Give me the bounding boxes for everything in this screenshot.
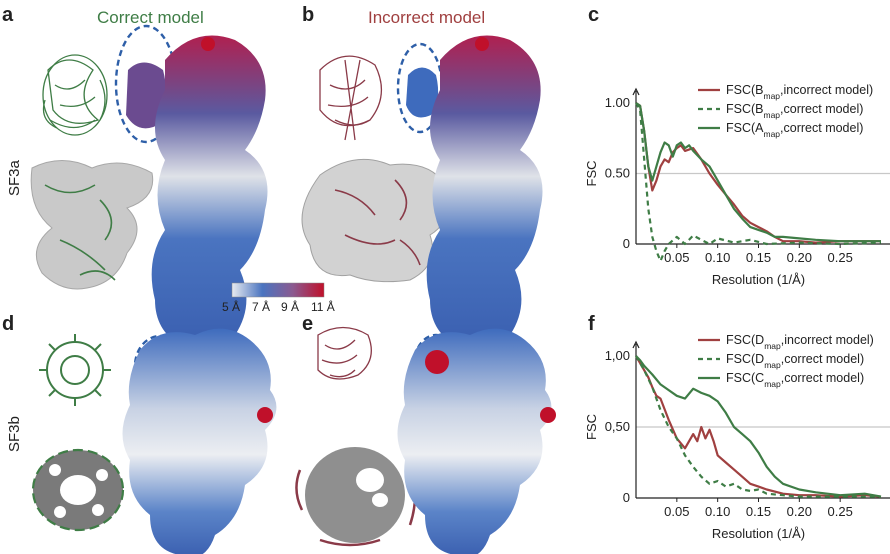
density-slice-e xyxy=(295,447,417,547)
panel-letter-f: f xyxy=(588,313,595,335)
fsc-series-line-2 xyxy=(635,102,881,243)
fsc-series-line-1 xyxy=(635,102,882,262)
density-slice-d xyxy=(31,448,125,532)
x-tick-label: 0.10 xyxy=(705,504,730,519)
x-tick-label: 0.25 xyxy=(828,250,853,265)
panel-title-correct-model: Correct model xyxy=(97,8,204,27)
x-axis-label: Resolution (1/Å) xyxy=(712,526,805,541)
fsc-chart-c: 0 0.50 1.00 0.05 0.10 0.15 0.20 0.25 FSC Resoluti… xyxy=(584,83,890,287)
panel-title-incorrect-model: Incorrect model xyxy=(368,8,486,27)
cryo-em-map-b xyxy=(406,35,543,349)
fsc-series-line-0 xyxy=(635,102,881,244)
legend-label-2: FSC(Amap,correct model) xyxy=(726,121,863,139)
colorbar-label-5: 5 Å xyxy=(222,300,241,314)
panel-letter-d: d xyxy=(2,313,15,335)
x-axis-label: Resolution (1/Å) xyxy=(712,272,805,287)
ribbon-model-d xyxy=(39,334,111,406)
y-tick-label: 1.00 xyxy=(605,95,630,110)
legend-label-1: FSC(Dmap,correct model) xyxy=(726,352,864,370)
panel-letter-b: b xyxy=(302,4,315,26)
density-slice-b-trace xyxy=(334,179,421,266)
x-tick-label: 0.15 xyxy=(746,504,771,519)
y-axis-arrow xyxy=(632,340,640,349)
ribbon-model-e xyxy=(317,326,372,380)
y-axis-label: FSC xyxy=(584,414,599,440)
x-tick-label: 0.25 xyxy=(828,504,853,519)
panel-letter-c: c xyxy=(588,4,600,26)
density-slice-b xyxy=(301,158,449,283)
y-tick-label: 0 xyxy=(623,490,630,505)
legend-label-1: FSC(Bmap,correct model) xyxy=(726,102,863,120)
cryo-em-map-e xyxy=(397,328,556,554)
panel-letter-e: e xyxy=(302,313,314,335)
colorbar-label-7: 7 Å xyxy=(252,300,271,314)
y-tick-label: 1,00 xyxy=(605,348,630,363)
panel-letter-a: a xyxy=(2,4,14,26)
structures-illustration xyxy=(30,24,556,554)
x-tick-label: 0.15 xyxy=(746,250,771,265)
x-tick-label: 0.20 xyxy=(787,250,812,265)
y-tick-label: 0.50 xyxy=(605,166,630,181)
legend-label-2: FSC(Cmap,correct model) xyxy=(726,371,864,389)
ribbon-model-a xyxy=(42,54,108,136)
fsc-series-line-1 xyxy=(635,355,881,498)
density-slice-a-trace xyxy=(44,184,116,281)
colorbar-label-9: 9 Å xyxy=(281,300,300,314)
fsc-series-line-2 xyxy=(635,355,882,498)
y-tick-label: 0 xyxy=(623,236,630,251)
fsc-chart-f: 0 0,50 1,00 0.05 0.10 0.15 0.20 0.25 FSC Resoluti… xyxy=(584,333,890,541)
x-tick-label: 0.05 xyxy=(664,504,689,519)
cryo-em-map-a xyxy=(126,35,268,349)
ribbon-model-b xyxy=(319,55,382,141)
y-tick-label: 0,50 xyxy=(605,419,630,434)
resolution-colorbar xyxy=(231,282,325,298)
x-tick-label: 0.20 xyxy=(787,504,812,519)
x-tick-label: 0.10 xyxy=(705,250,730,265)
cryo-em-map-d xyxy=(122,328,277,554)
legend-label-0: FSC(Dmap,incorrect model) xyxy=(726,333,874,351)
fsc-series-line-0 xyxy=(635,355,882,498)
colorbar-label-11: 11 Å xyxy=(311,300,335,314)
y-axis-label: FSC xyxy=(584,161,599,187)
legend-label-0: FSC(Bmap,incorrect model) xyxy=(726,83,873,101)
x-tick-label: 0.05 xyxy=(664,250,689,265)
density-slice-a xyxy=(30,160,154,290)
y-axis-arrow xyxy=(632,87,640,96)
